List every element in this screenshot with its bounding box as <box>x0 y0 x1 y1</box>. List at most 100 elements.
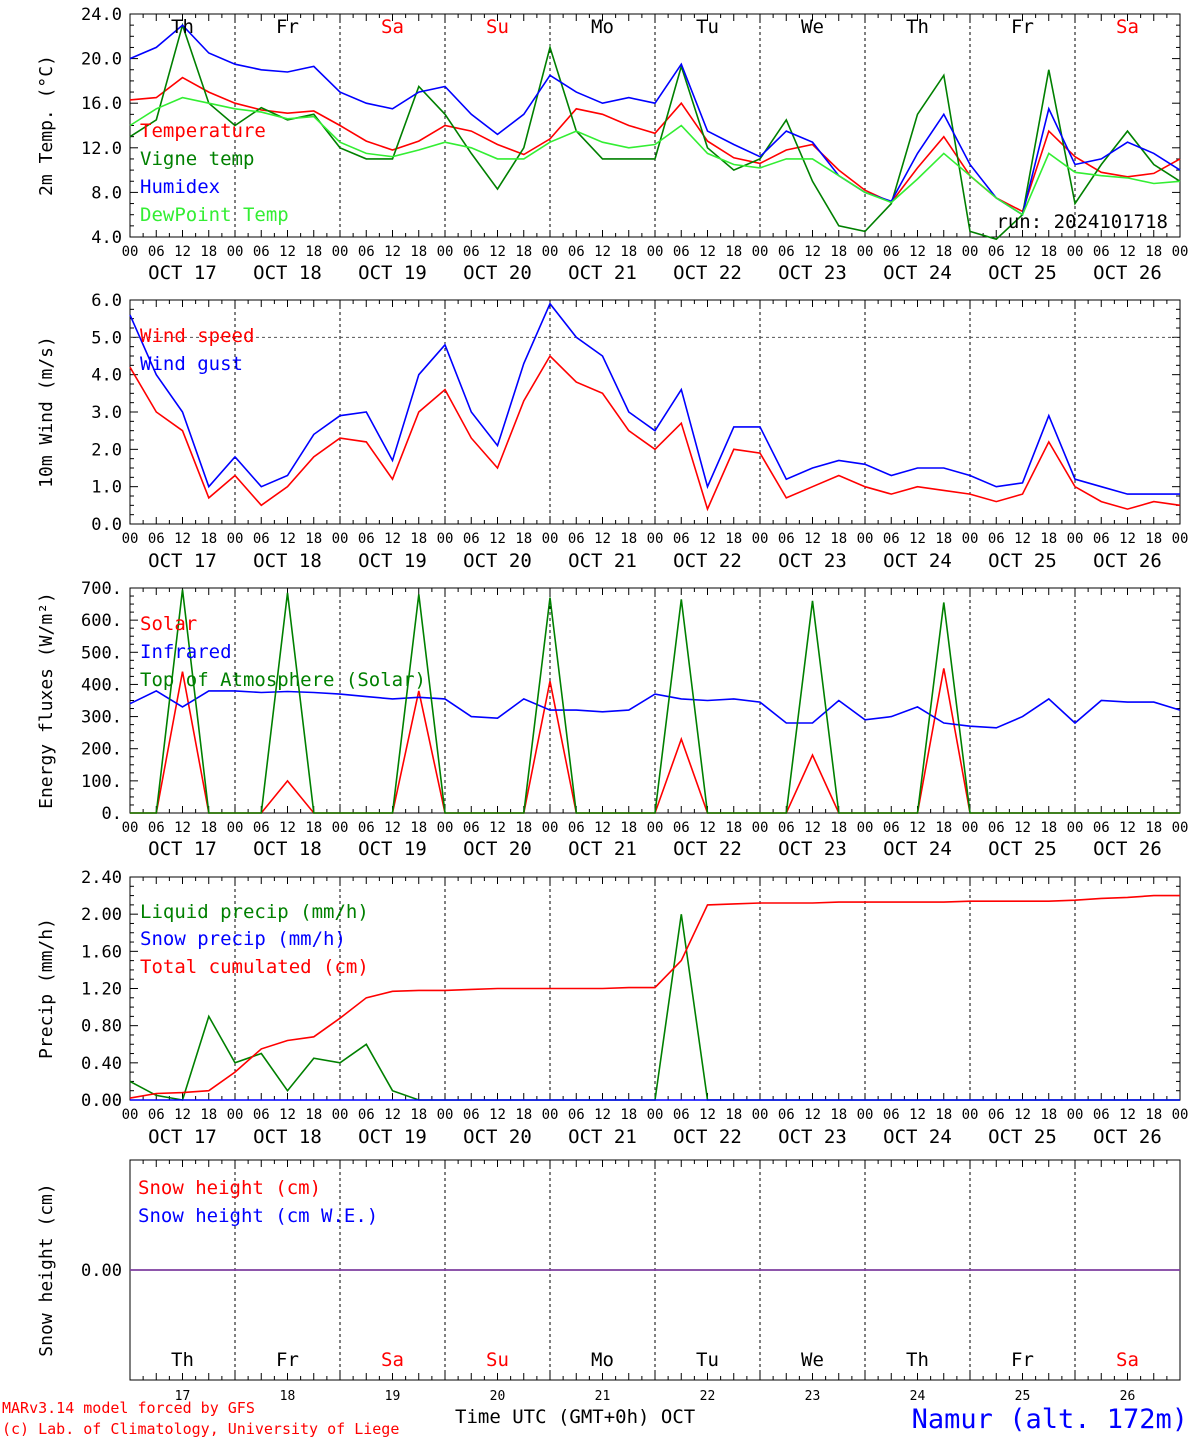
day-name: Sa <box>1116 16 1139 38</box>
hour-tick-label: 06 <box>358 531 375 547</box>
hour-tick-label: 12 <box>909 1107 926 1123</box>
hour-tick-label: 00 <box>122 244 139 260</box>
y-tick-label: 0.80 <box>81 1017 122 1037</box>
hour-tick-label: 12 <box>174 1107 191 1123</box>
hour-tick-label: 06 <box>253 244 270 260</box>
y-tick-label: 0.0 <box>91 515 122 535</box>
day-number: 24 <box>910 1389 926 1404</box>
run-label: run: 2024101718 <box>996 211 1168 233</box>
hour-tick-label: 18 <box>515 1107 532 1123</box>
hour-tick-label: 12 <box>1119 1107 1136 1123</box>
date-label: OCT 22 <box>673 262 742 284</box>
hour-tick-label: 18 <box>305 244 322 260</box>
hour-tick-label: 06 <box>883 244 900 260</box>
hour-tick-label: 12 <box>804 244 821 260</box>
legend-entry: Snow height (cm) <box>138 1177 321 1199</box>
hour-tick-label: 18 <box>725 244 742 260</box>
credit-line-2: (c) Lab. of Climatology, University of L… <box>2 1420 399 1438</box>
y-tick-label: 12.0 <box>81 139 122 159</box>
hour-tick-label: 18 <box>725 820 742 836</box>
legend-entry: Humidex <box>140 176 220 198</box>
hour-tick-label: 18 <box>305 820 322 836</box>
hour-tick-label: 06 <box>1093 820 1110 836</box>
hour-tick-label: 00 <box>647 1107 664 1123</box>
hour-tick-label: 00 <box>1067 1107 1084 1123</box>
hour-tick-label: 18 <box>1040 531 1057 547</box>
date-label: OCT 17 <box>148 838 217 860</box>
hour-tick-label: 00 <box>1067 244 1084 260</box>
day-name: Sa <box>381 16 404 38</box>
hour-tick-label: 06 <box>463 820 480 836</box>
date-label: OCT 18 <box>253 262 322 284</box>
hour-tick-label: 12 <box>174 244 191 260</box>
hour-tick-label: 00 <box>437 1107 454 1123</box>
date-label: OCT 26 <box>1093 838 1162 860</box>
y-tick-label: 2.00 <box>81 905 122 925</box>
panel-1: 4.0 8.0 12.0 16.0 20.0 24.0 2m Temp. (°C) Tempe… <box>36 5 1188 284</box>
hour-tick-label: 00 <box>332 244 349 260</box>
y-tick-label: 300. <box>81 708 122 728</box>
day-number: 17 <box>175 1389 191 1404</box>
hour-tick-label: 18 <box>1145 1107 1162 1123</box>
y-tick-label: 0. <box>102 804 122 824</box>
hour-tick-label: 06 <box>253 820 270 836</box>
y-axis-label: 2m Temp. (°C) <box>36 55 57 196</box>
y-tick-label: 5.0 <box>91 328 122 348</box>
hour-tick-label: 12 <box>489 820 506 836</box>
hour-tick-label: 18 <box>200 1107 217 1123</box>
day-number: 23 <box>805 1389 821 1404</box>
hour-tick-label: 18 <box>515 244 532 260</box>
hour-tick-label: 00 <box>332 820 349 836</box>
hour-tick-label: 00 <box>437 820 454 836</box>
hour-tick-label: 12 <box>804 820 821 836</box>
day-name: Sa <box>381 1349 404 1371</box>
date-label: OCT 17 <box>148 1126 217 1148</box>
hour-tick-label: 12 <box>279 1107 296 1123</box>
date-label: OCT 19 <box>358 838 427 860</box>
legend-entry: Wind speed <box>140 325 254 347</box>
hour-tick-label: 18 <box>1145 244 1162 260</box>
legend-entry: Solar <box>140 613 197 635</box>
date-label: OCT 18 <box>253 838 322 860</box>
legend-entry: Snow height (cm W.E.) <box>138 1205 378 1227</box>
date-label: OCT 23 <box>778 1126 847 1148</box>
hour-tick-label: 00 <box>647 531 664 547</box>
date-label: OCT 25 <box>988 838 1057 860</box>
hour-tick-label: 00 <box>542 244 559 260</box>
hour-tick-label: 12 <box>384 531 401 547</box>
hour-tick-label: 12 <box>489 244 506 260</box>
day-name: We <box>801 1349 824 1371</box>
date-label: OCT 18 <box>253 550 322 572</box>
hour-tick-label: 18 <box>515 531 532 547</box>
hour-tick-label: 06 <box>988 531 1005 547</box>
date-label: OCT 25 <box>988 550 1057 572</box>
hour-tick-label: 06 <box>148 244 165 260</box>
day-number: 18 <box>280 1389 296 1404</box>
hour-tick-label: 00 <box>1067 531 1084 547</box>
day-number: 26 <box>1120 1389 1136 1404</box>
hour-tick-label: 00 <box>227 820 244 836</box>
hour-tick-label: 06 <box>988 244 1005 260</box>
hour-tick-label: 00 <box>647 820 664 836</box>
hour-tick-label: 18 <box>1145 820 1162 836</box>
hour-tick-label: 00 <box>1067 820 1084 836</box>
hour-tick-label: 12 <box>489 531 506 547</box>
hour-tick-label: 00 <box>122 820 139 836</box>
y-tick-label: 16.0 <box>81 94 122 114</box>
date-label: OCT 26 <box>1093 550 1162 572</box>
hour-tick-label: 18 <box>410 531 427 547</box>
hour-tick-label: 00 <box>962 820 979 836</box>
day-name: Mo <box>591 16 614 38</box>
legend-entry: Infrared <box>140 641 232 663</box>
hour-tick-label: 12 <box>174 531 191 547</box>
hour-tick-label: 18 <box>620 244 637 260</box>
hour-tick-label: 00 <box>962 1107 979 1123</box>
hour-tick-label: 06 <box>253 1107 270 1123</box>
hour-tick-label: 00 <box>122 531 139 547</box>
hour-tick-label: 18 <box>1145 531 1162 547</box>
hour-tick-label: 06 <box>148 1107 165 1123</box>
hour-tick-label: 00 <box>332 531 349 547</box>
hour-tick-label: 18 <box>305 1107 322 1123</box>
hour-tick-label: 18 <box>200 531 217 547</box>
plot-frame <box>129 587 1181 814</box>
